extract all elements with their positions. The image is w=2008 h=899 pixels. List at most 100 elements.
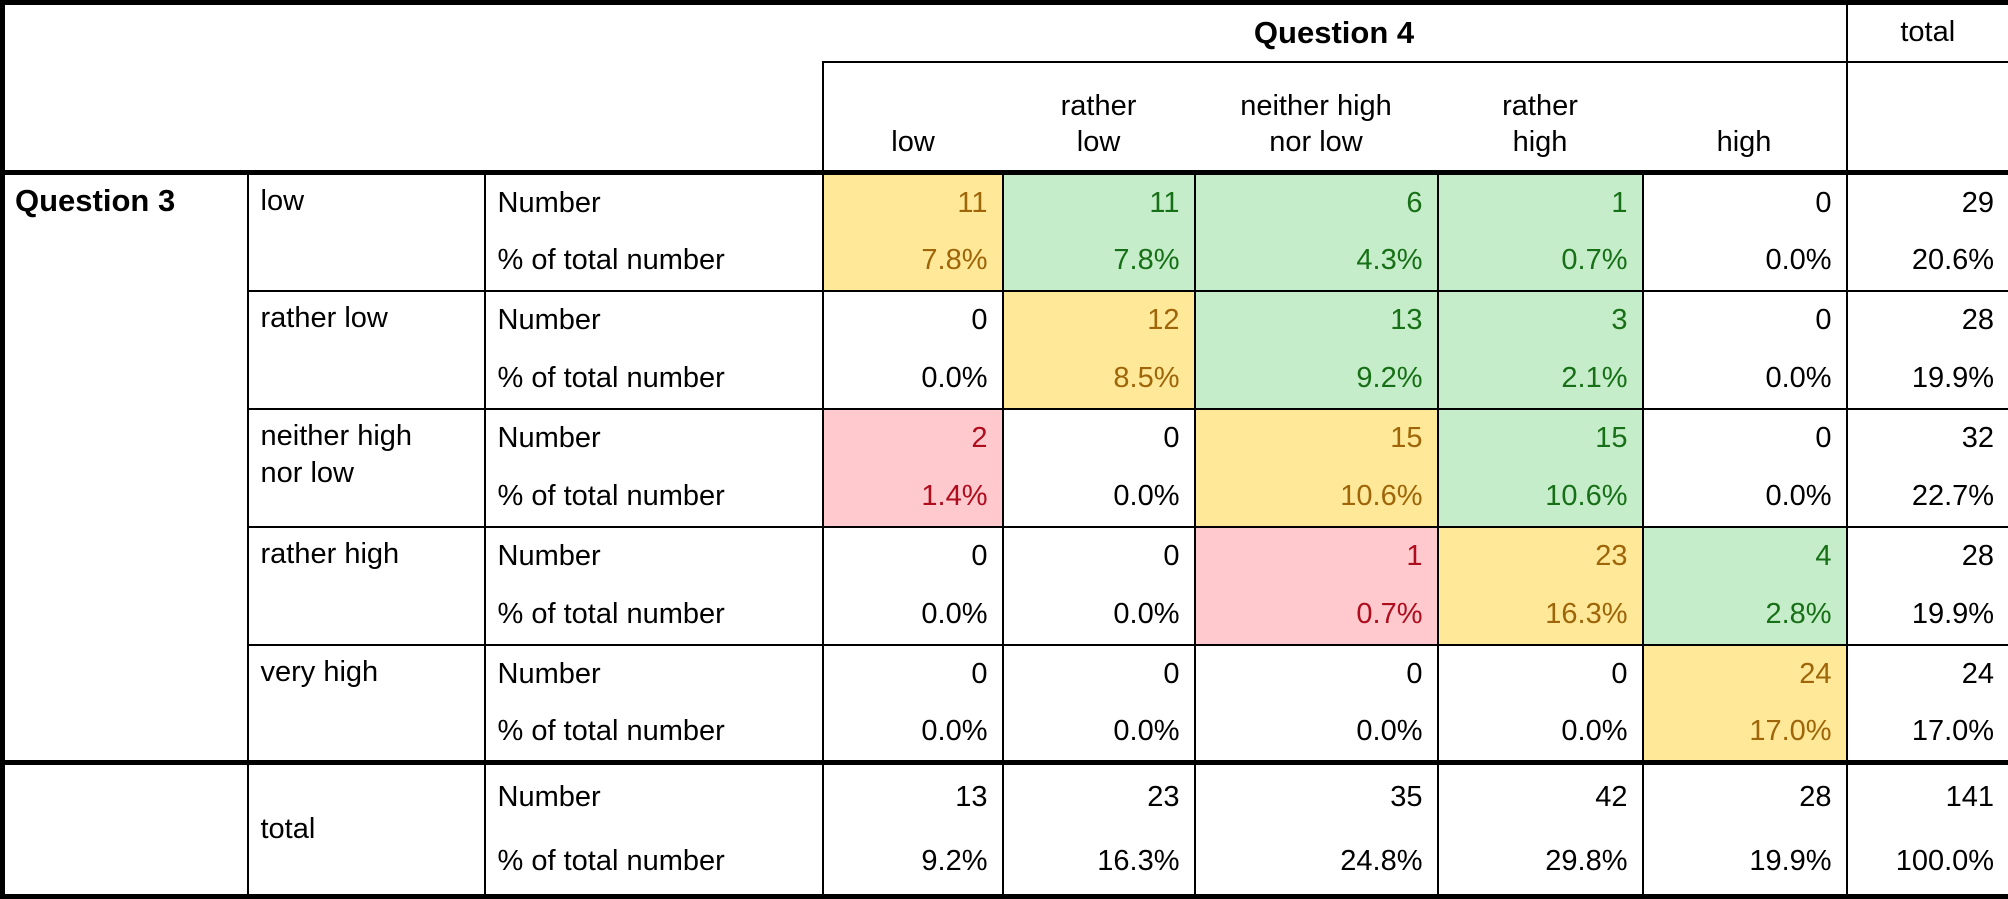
measure-label-percent: % of total number — [485, 830, 823, 897]
percent-cell: 0.0% — [1003, 468, 1195, 527]
percent-cell: 19.9% — [1847, 586, 2008, 645]
percent-cell: 7.8% — [823, 232, 1003, 291]
count-cell: 35 — [1195, 763, 1438, 830]
percent-cell: 1.4% — [823, 468, 1003, 527]
measure-label-number: Number — [485, 291, 823, 350]
percent-cell: 4.3% — [1195, 232, 1438, 291]
measure-label-percent: % of total number — [485, 704, 823, 763]
percent-cell: 0.0% — [1195, 704, 1438, 763]
measure-label-percent: % of total number — [485, 468, 823, 527]
count-cell: 0 — [1643, 173, 1847, 232]
count-cell: 15 — [1195, 409, 1438, 468]
col-header-rather-low: rather low — [1003, 62, 1195, 173]
percent-cell: 0.0% — [1643, 350, 1847, 409]
empty-total-header-cell — [1847, 62, 2008, 173]
percent-cell: 0.0% — [1003, 704, 1195, 763]
percent-cell: 0.7% — [1195, 586, 1438, 645]
measure-label-percent: % of total number — [485, 586, 823, 645]
percent-cell: 16.3% — [1438, 586, 1643, 645]
count-cell: 1 — [1195, 527, 1438, 586]
total-row-label: total — [248, 763, 485, 897]
count-cell: 12 — [1003, 291, 1195, 350]
percent-cell: 0.0% — [823, 704, 1003, 763]
percent-cell: 24.8% — [1195, 830, 1438, 897]
count-cell: 0 — [1643, 291, 1847, 350]
percent-cell: 9.2% — [1195, 350, 1438, 409]
measure-label-number: Number — [485, 409, 823, 468]
row-label: rather low — [248, 291, 485, 409]
row-variable-label: Question 3 — [3, 173, 248, 763]
count-cell: 28 — [1643, 763, 1847, 830]
count-cell: 1 — [1438, 173, 1643, 232]
count-cell: 0 — [1003, 645, 1195, 704]
count-cell: 0 — [1195, 645, 1438, 704]
percent-cell: 2.1% — [1438, 350, 1643, 409]
header-row-group: Question 4 total — [3, 3, 2008, 62]
total-column-header: total — [1847, 3, 2008, 62]
percent-cell: 9.2% — [823, 830, 1003, 897]
percent-cell: 17.0% — [1643, 704, 1847, 763]
percent-cell: 22.7% — [1847, 468, 2008, 527]
measure-label-number: Number — [485, 173, 823, 232]
count-cell: 24 — [1847, 645, 2008, 704]
count-cell: 4 — [1643, 527, 1847, 586]
percent-cell: 0.0% — [1003, 586, 1195, 645]
percent-cell: 10.6% — [1195, 468, 1438, 527]
percent-cell: 19.9% — [1847, 350, 2008, 409]
count-cell: 23 — [1003, 763, 1195, 830]
col-header-rather-high: rather high — [1438, 62, 1643, 173]
count-cell: 23 — [1438, 527, 1643, 586]
measure-label-number: Number — [485, 763, 823, 830]
percent-cell: 100.0% — [1847, 830, 2008, 897]
percent-cell: 20.6% — [1847, 232, 2008, 291]
percent-cell: 0.7% — [1438, 232, 1643, 291]
count-cell: 0 — [823, 291, 1003, 350]
measure-label-number: Number — [485, 527, 823, 586]
percent-cell: 7.8% — [1003, 232, 1195, 291]
count-cell: 0 — [1438, 645, 1643, 704]
col-header-high: high — [1643, 62, 1847, 173]
count-cell: 28 — [1847, 291, 2008, 350]
count-cell: 13 — [823, 763, 1003, 830]
count-cell: 6 — [1195, 173, 1438, 232]
percent-cell: 10.6% — [1438, 468, 1643, 527]
count-cell: 28 — [1847, 527, 2008, 586]
percent-cell: 0.0% — [1643, 468, 1847, 527]
percent-cell: 0.0% — [1643, 232, 1847, 291]
count-cell: 29 — [1847, 173, 2008, 232]
count-cell: 11 — [1003, 173, 1195, 232]
percent-cell: 8.5% — [1003, 350, 1195, 409]
count-cell: 0 — [1003, 409, 1195, 468]
empty-corner-cell — [3, 3, 823, 62]
percent-cell: 19.9% — [1643, 830, 1847, 897]
column-variable-label: Question 4 — [823, 3, 1847, 62]
count-cell: 24 — [1643, 645, 1847, 704]
percent-cell: 16.3% — [1003, 830, 1195, 897]
count-cell: 141 — [1847, 763, 2008, 830]
count-cell: 2 — [823, 409, 1003, 468]
header-row-categories: low rather low neither high nor low rath… — [3, 62, 2008, 173]
measure-label-number: Number — [485, 645, 823, 704]
count-cell: 42 — [1438, 763, 1643, 830]
percent-cell: 29.8% — [1438, 830, 1643, 897]
count-cell: 0 — [1643, 409, 1847, 468]
count-cell: 15 — [1438, 409, 1643, 468]
count-cell: 3 — [1438, 291, 1643, 350]
row-label: low — [248, 173, 485, 291]
count-cell: 11 — [823, 173, 1003, 232]
row-label: very high — [248, 645, 485, 763]
row-label: neither high nor low — [248, 409, 485, 527]
measure-label-percent: % of total number — [485, 350, 823, 409]
empty-cell — [3, 763, 248, 897]
count-cell: 0 — [823, 645, 1003, 704]
row-label: rather high — [248, 527, 485, 645]
measure-label-percent: % of total number — [485, 232, 823, 291]
percent-cell: 0.0% — [1438, 704, 1643, 763]
